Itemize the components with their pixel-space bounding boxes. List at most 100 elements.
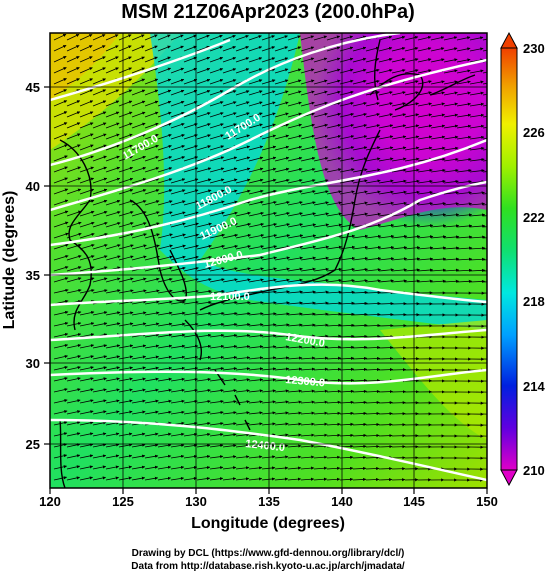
wind-arrow — [391, 68, 406, 74]
wind-arrow — [209, 178, 225, 184]
wind-arrow — [157, 255, 173, 261]
wind-arrow — [378, 46, 393, 52]
wind-arrow — [235, 378, 250, 382]
wind-arrow — [482, 116, 487, 118]
wind-arrow — [300, 367, 316, 371]
wind-arrow — [222, 367, 238, 371]
wind-arrow — [105, 210, 121, 217]
wind-arrow — [365, 157, 381, 162]
wind-arrow — [170, 145, 185, 151]
wind-arrow — [66, 56, 80, 63]
wind-arrow — [92, 188, 108, 195]
wind-arrow — [118, 222, 134, 228]
wind-arrow — [235, 312, 251, 316]
wind-arrow — [66, 221, 82, 228]
wind-arrow — [248, 367, 264, 371]
wind-arrow — [118, 366, 133, 371]
wind-arrow — [248, 35, 262, 41]
wind-arrow — [417, 201, 433, 206]
wind-arrow — [66, 133, 81, 140]
wind-arrow — [456, 224, 473, 228]
wind-arrow — [274, 68, 289, 74]
wind-arrow — [222, 355, 238, 360]
wind-arrow — [157, 289, 173, 294]
wind-arrow — [144, 355, 160, 360]
wind-arrow — [170, 45, 184, 52]
wind-arrow — [287, 167, 303, 173]
wind-arrow — [430, 179, 446, 184]
wind-arrow — [196, 300, 212, 305]
wind-arrow — [378, 157, 394, 162]
wind-arrow — [66, 34, 80, 41]
wind-arrow — [378, 390, 393, 394]
wind-arrow — [170, 222, 186, 228]
wind-arrow — [326, 112, 341, 118]
wind-arrow — [287, 256, 303, 261]
wind-arrow — [105, 133, 120, 140]
wind-arrow — [118, 311, 134, 316]
wind-arrow — [79, 45, 93, 52]
wind-arrow — [469, 202, 485, 206]
wind-arrow — [235, 156, 251, 162]
wind-arrow — [365, 234, 382, 239]
wind-arrow — [300, 46, 315, 52]
wind-arrow — [248, 90, 263, 96]
wind-arrow — [326, 212, 342, 217]
wind-arrow — [79, 255, 95, 261]
wind-arrow — [222, 400, 237, 404]
wind-arrow — [378, 279, 394, 283]
wind-arrow — [235, 389, 250, 393]
wind-arrow — [222, 156, 238, 162]
wind-arrow — [235, 267, 251, 272]
wind-arrow — [378, 445, 393, 449]
wind-arrow — [66, 144, 81, 151]
wind-arrow — [287, 267, 303, 272]
wind-arrow — [404, 279, 420, 283]
wind-arrow — [66, 166, 81, 173]
wind-arrow — [79, 277, 95, 283]
wind-arrow — [456, 113, 472, 118]
wind-arrow — [157, 67, 172, 74]
wind-arrow — [313, 267, 329, 272]
wind-arrow — [391, 246, 408, 250]
wind-arrow — [404, 135, 420, 140]
wind-arrow — [92, 177, 108, 184]
wind-arrow — [313, 179, 329, 184]
wind-arrow — [53, 100, 68, 107]
wind-arrow — [209, 189, 225, 195]
wind-arrow — [326, 323, 342, 327]
wind-arrow — [326, 312, 342, 316]
wind-arrow — [326, 367, 342, 371]
wind-arrow — [235, 244, 251, 250]
wind-arrow — [313, 212, 329, 217]
wind-arrow — [157, 34, 171, 41]
wind-arrow — [391, 190, 407, 195]
wind-arrow — [144, 222, 160, 228]
wind-arrow — [274, 301, 290, 305]
wind-arrow — [209, 112, 224, 118]
wind-arrow — [300, 212, 316, 217]
wind-arrow — [235, 345, 251, 349]
wind-arrow — [378, 234, 395, 239]
cyan-band — [150, 33, 487, 330]
wind-arrow — [339, 256, 356, 261]
wind-arrow — [365, 113, 380, 118]
wind-arrow — [417, 279, 433, 283]
wind-arrow — [287, 112, 302, 118]
wind-arrow — [66, 288, 82, 294]
wind-arrow — [131, 377, 146, 382]
wind-arrow — [313, 90, 328, 96]
wind-arrow — [92, 221, 108, 228]
x-tick-140: 140 — [331, 494, 353, 509]
wind-arrow — [313, 156, 329, 162]
wind-arrow — [248, 112, 263, 118]
wind-arrow — [79, 366, 94, 371]
wind-arrow — [456, 268, 473, 272]
wind-arrow — [183, 134, 198, 140]
wind-arrow — [378, 412, 393, 416]
wind-arrow — [66, 377, 81, 382]
wind-arrow — [313, 367, 329, 371]
wind-arrow — [105, 344, 121, 349]
wind-arrow — [430, 124, 446, 129]
wind-arrow — [430, 47, 445, 52]
